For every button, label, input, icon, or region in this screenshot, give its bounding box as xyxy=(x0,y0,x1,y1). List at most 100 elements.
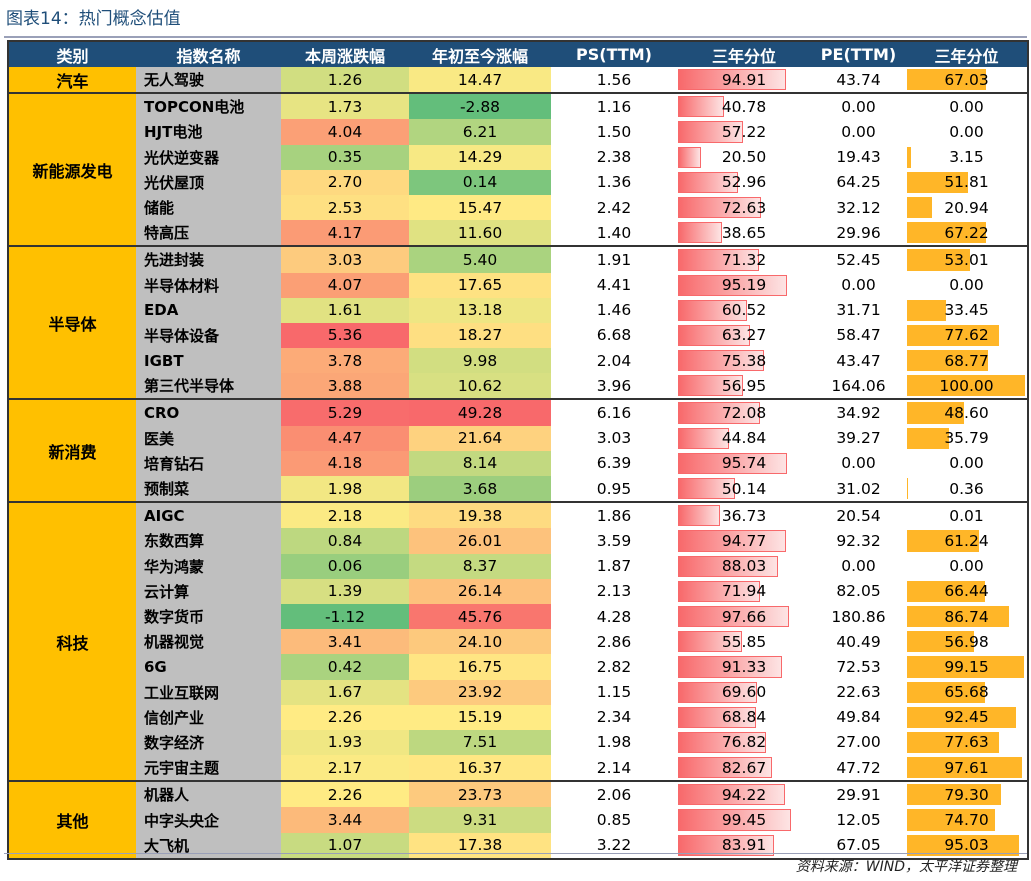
value: 77.62 xyxy=(944,326,989,345)
index-name-cell: 医美 xyxy=(136,425,281,451)
value: 68.77 xyxy=(944,351,989,370)
value: 1.50 xyxy=(596,122,632,141)
value: 1.73 xyxy=(327,97,363,116)
pe-ttm-cell: 29.91 xyxy=(811,780,906,808)
ps-percentile-cell: 95.74 xyxy=(677,451,811,476)
value: 68.84 xyxy=(721,708,767,727)
ps-ttm-cell: 2.82 xyxy=(551,654,677,679)
ps-percentile-cell: 69.60 xyxy=(677,680,811,705)
value: 31.02 xyxy=(836,479,881,498)
ps-percentile-bar xyxy=(678,580,760,602)
value: 4.04 xyxy=(327,122,363,141)
ps-ttm-cell: 2.14 xyxy=(551,755,677,781)
value: 3.78 xyxy=(327,351,363,370)
value: -1.12 xyxy=(324,607,366,626)
value: 74.70 xyxy=(944,811,989,830)
pe-percentile-cell: 79.30 xyxy=(906,780,1028,808)
ytd-change-cell: 23.92 xyxy=(409,679,551,705)
table-row: 新能源发电 TOPCON电池 1.73 -2.88 1.16 40.78 0.00 0.00 xyxy=(8,92,1028,247)
value: 0.00 xyxy=(949,122,984,141)
category-cell: 新能源发电 xyxy=(8,92,136,247)
weekly-change-cell: 0.06 xyxy=(281,553,409,579)
pe-percentile-bar xyxy=(907,681,985,703)
value: 0.01 xyxy=(949,506,984,525)
ytd-change-cell: 5.40 xyxy=(409,245,551,273)
ps-percentile-bar xyxy=(678,171,739,193)
value: 14.29 xyxy=(457,148,503,167)
pe-ttm-cell: 64.25 xyxy=(811,170,906,195)
value: 4.41 xyxy=(596,276,632,295)
ps-ttm-cell: 1.87 xyxy=(551,554,677,579)
header-category: 类别 xyxy=(8,41,136,67)
value: 18.27 xyxy=(457,326,503,345)
pe-percentile-cell: 51.81 xyxy=(906,170,1028,195)
value: 49.28 xyxy=(457,404,503,423)
value: 0.84 xyxy=(327,531,363,550)
pe-percentile-bar xyxy=(907,834,1020,856)
weekly-change-cell: 3.78 xyxy=(281,348,409,374)
ps-ttm-cell: 1.36 xyxy=(551,170,677,195)
index-name-cell: 第三代半导体 xyxy=(136,373,281,400)
value: 83.91 xyxy=(721,836,767,855)
value: 0.95 xyxy=(596,479,632,498)
value: 1.98 xyxy=(327,479,363,498)
ps-percentile-cell: 68.84 xyxy=(677,705,811,730)
value: 1.56 xyxy=(596,70,632,89)
pe-percentile-bar xyxy=(907,809,996,831)
pe-percentile-cell: 33.45 xyxy=(906,298,1028,323)
ytd-change-cell: 14.47 xyxy=(409,67,551,94)
weekly-change-cell: 1.67 xyxy=(281,679,409,705)
weekly-change-cell: 3.44 xyxy=(281,807,409,833)
table-row: 光伏屋顶 2.70 0.14 1.36 52.96 64.25 51.81 xyxy=(8,169,1028,195)
value: 82.05 xyxy=(836,582,881,601)
ps-ttm-cell: 2.86 xyxy=(551,629,677,654)
table-row: 华为鸿蒙 0.06 8.37 1.87 88.03 0.00 0.00 xyxy=(8,553,1028,579)
pe-ttm-cell: 47.72 xyxy=(811,755,906,781)
ps-ttm-cell: 2.42 xyxy=(551,195,677,220)
value: 5.36 xyxy=(327,326,363,345)
index-name-cell: CRO xyxy=(136,398,281,426)
ps-ttm-cell: 0.95 xyxy=(551,476,677,502)
value: 4.17 xyxy=(327,223,363,242)
pe-percentile-cell: 100.00 xyxy=(906,373,1028,399)
value: 76.82 xyxy=(721,733,767,752)
weekly-change-cell: 3.88 xyxy=(281,373,409,400)
weekly-change-cell: 1.07 xyxy=(281,832,409,859)
pe-percentile-bar xyxy=(907,427,950,449)
value: 0.14 xyxy=(462,173,498,192)
ps-ttm-cell: 1.16 xyxy=(551,92,677,120)
ps-ttm-cell: 2.06 xyxy=(551,780,677,808)
ps-percentile-cell: 94.91 xyxy=(677,67,811,93)
value: 2.82 xyxy=(596,657,632,676)
value: 39.27 xyxy=(836,429,881,448)
pe-percentile-cell: 77.63 xyxy=(906,730,1028,755)
value: 0.06 xyxy=(327,557,363,576)
value: 20.54 xyxy=(836,506,881,525)
value: 1.67 xyxy=(327,683,363,702)
value: 48.60 xyxy=(944,404,989,423)
table-row: 特高压 4.17 11.60 1.40 38.65 29.96 67.22 xyxy=(8,220,1028,247)
value: 40.78 xyxy=(721,97,767,116)
value: 3.59 xyxy=(596,531,632,550)
ps-percentile-bar xyxy=(678,530,787,552)
weekly-change-cell: 1.61 xyxy=(281,297,409,323)
table-row: 云计算 1.39 26.14 2.13 71.94 82.05 66.44 xyxy=(8,578,1028,604)
value: 47.72 xyxy=(836,758,881,777)
weekly-change-cell: 4.18 xyxy=(281,450,409,476)
pe-percentile-bar xyxy=(907,249,970,271)
value: 63.27 xyxy=(721,326,767,345)
value: 1.36 xyxy=(596,173,632,192)
pe-percentile-cell: 56.98 xyxy=(906,629,1028,654)
weekly-change-cell: 2.53 xyxy=(281,194,409,221)
ps-percentile-cell: 91.33 xyxy=(677,654,811,679)
value: 4.18 xyxy=(327,454,363,473)
index-name-cell: 数字经济 xyxy=(136,729,281,756)
value: 94.22 xyxy=(721,785,767,804)
index-name-cell: 特高压 xyxy=(136,220,281,247)
value: 49.84 xyxy=(836,708,881,727)
value: 1.07 xyxy=(327,836,363,855)
pe-percentile-bar xyxy=(907,784,1001,806)
ps-percentile-bar xyxy=(678,505,720,527)
value: 91.33 xyxy=(721,657,767,676)
ps-percentile-bar xyxy=(678,222,723,244)
